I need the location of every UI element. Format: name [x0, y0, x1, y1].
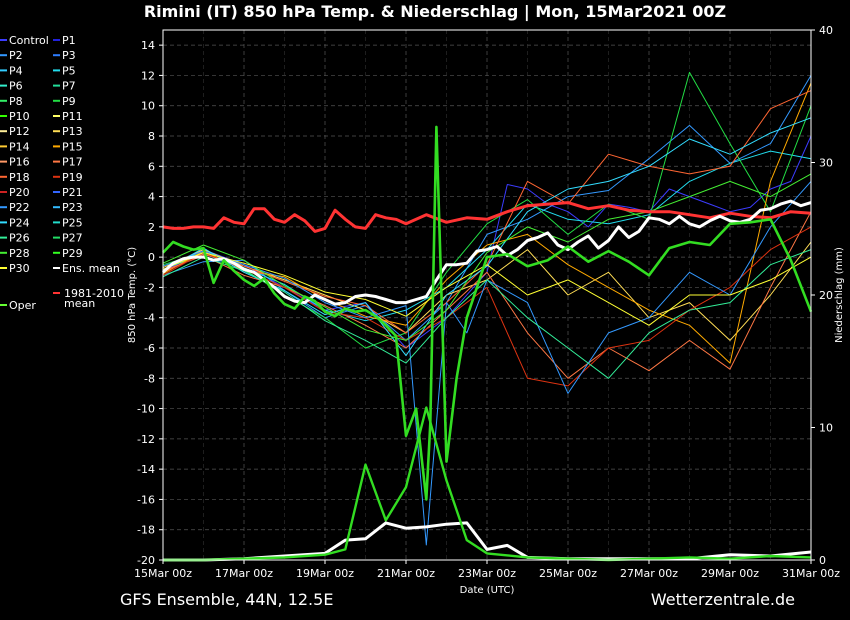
y-tick-label: -16: [137, 493, 155, 506]
x-tick-label: 31Mar 00z: [782, 567, 840, 580]
legend-label: P10: [9, 110, 30, 123]
legend-label: P8: [9, 95, 23, 108]
series-lines: [161, 71, 813, 562]
y-tick-label: 10: [141, 100, 155, 113]
x-axis: 15Mar 00z 17Mar 00z 19Mar 00z 21Mar 00z 23Ma…: [134, 560, 840, 580]
x-tick-label: 17Mar 00z: [215, 567, 273, 580]
legend-label: P7: [62, 80, 76, 93]
legend-label: P25: [62, 216, 83, 229]
series-line-ens-mean: [161, 199, 812, 306]
legend-label: P29: [62, 247, 83, 260]
legend-label: P11: [62, 110, 83, 123]
y-tick-label: -18: [137, 524, 155, 537]
series-line-p30: [162, 252, 812, 326]
legend-label: P6: [9, 80, 23, 93]
x-tick-label: 15Mar 00z: [134, 567, 192, 580]
y-tick-label: -12: [137, 433, 155, 446]
series-line-oper: [162, 125, 813, 501]
legend-label: P28: [9, 247, 30, 260]
legend-label: P21: [62, 186, 83, 199]
legend-label: Ens. mean: [62, 262, 120, 275]
series-line-p19: [162, 226, 812, 387]
legend-label: P15: [62, 140, 83, 153]
legend-label: P3: [62, 49, 76, 62]
y2-tick-label: 0: [819, 554, 826, 567]
legend-label: P2: [9, 49, 23, 62]
legend-label: P1: [62, 34, 76, 47]
legend-label: P27: [62, 232, 83, 245]
series-line-p15: [162, 82, 812, 364]
x-tick-label: 27Mar 00z: [620, 567, 678, 580]
legend-label: P17: [62, 156, 83, 169]
legend-label: P23: [62, 201, 83, 214]
legend-label: P13: [62, 125, 83, 138]
legend-label: P9: [62, 95, 76, 108]
y2-tick-label: 40: [819, 24, 833, 37]
y-tick-label: 4: [148, 191, 155, 204]
y-tick-label: -6: [144, 342, 155, 355]
y-axis-right: 0 10 20 30 40: [811, 24, 833, 567]
legend-label: P24: [9, 216, 30, 229]
y-tick-label: -8: [144, 372, 155, 385]
series-line-precip-oper: [163, 406, 812, 562]
y-axis-label-left: 850 hPa Temp. (°C): [127, 247, 138, 343]
legend-label: P30: [9, 262, 30, 275]
y-tick-label: -20: [137, 554, 155, 567]
legend-label: 1981-2010 mean: [64, 287, 124, 310]
legend-label: P14: [9, 140, 30, 153]
legend-label: Oper: [9, 299, 36, 312]
legend-label: Control: [9, 34, 49, 47]
legend-label: P4: [9, 64, 23, 77]
x-tick-label: 19Mar 00z: [296, 567, 354, 580]
y-tick-label: 14: [141, 39, 155, 52]
legend-label: P16: [9, 156, 30, 169]
y-tick-label: -14: [137, 463, 155, 476]
y2-tick-label: 10: [819, 422, 833, 435]
legend-label: P22: [9, 201, 30, 214]
x-tick-label: 25Mar 00z: [539, 567, 597, 580]
y-tick-label: 2: [148, 221, 155, 234]
y-axis-label-right: Niederschlag (mm): [834, 247, 845, 343]
series-line-p28: [162, 173, 812, 341]
series-line-p22: [162, 181, 812, 546]
footer-source-label: GFS Ensemble, 44N, 12.5E: [120, 590, 333, 609]
legend-label: P12: [9, 125, 30, 138]
legend-label: P19: [62, 171, 83, 184]
y-tick-label: 6: [148, 160, 155, 173]
y-tick-label: -10: [137, 403, 155, 416]
legend-label: P20: [9, 186, 30, 199]
chart-title: Rimini (IT) 850 hPa Temp. & Niederschlag…: [144, 2, 726, 22]
y2-tick-label: 20: [819, 289, 833, 302]
y-tick-label: -4: [144, 312, 155, 325]
y2-tick-label: 30: [819, 157, 833, 170]
y-tick-label: 12: [141, 69, 155, 82]
x-axis-label: Date (UTC): [460, 585, 515, 596]
legend-label: P26: [9, 232, 30, 245]
y-tick-label: 0: [148, 251, 155, 264]
series-line-1981-2010-mean: [162, 201, 812, 233]
x-tick-label: 23Mar 00z: [458, 567, 516, 580]
legend-label: P18: [9, 171, 30, 184]
x-tick-label: 29Mar 00z: [701, 567, 759, 580]
footer-site-label: Wetterzentrale.de: [651, 590, 795, 609]
y-tick-label: 8: [148, 130, 155, 143]
legend: Control P1 P2 P3 P4 P5 P6 P7 P8 P9 P10 P11 P12 P13 P14…: [0, 34, 124, 312]
y-tick-label: -2: [144, 281, 155, 294]
legend-label: P5: [62, 64, 76, 77]
series-line-p2: [162, 75, 812, 341]
x-tick-label: 21Mar 00z: [377, 567, 435, 580]
